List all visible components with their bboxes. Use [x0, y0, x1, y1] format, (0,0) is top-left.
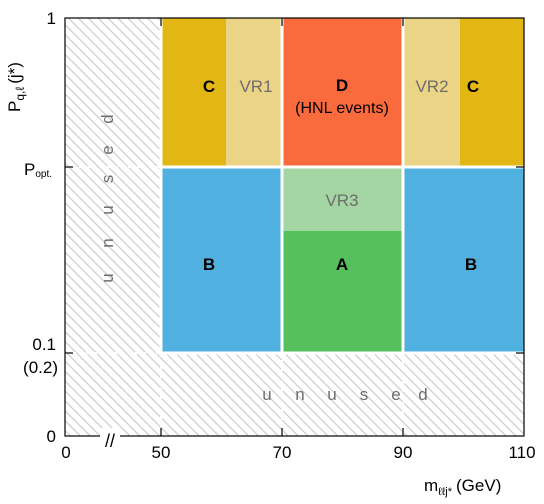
y-tick-labels: 0 (0.2) 0.1 Popt. 1 — [23, 9, 58, 446]
unused-left-letter: e — [98, 145, 117, 154]
x-tick-label: 90 — [394, 443, 413, 462]
label-b-right: B — [465, 255, 477, 274]
unused-left-area — [65, 18, 161, 436]
x-tick-label: 70 — [273, 443, 292, 462]
region-b-right — [403, 167, 524, 353]
region-c-right — [460, 18, 524, 167]
unused-bottom-letter: d — [418, 385, 427, 404]
unused-bottom-letter: u — [327, 385, 336, 404]
region-c-left — [161, 18, 226, 167]
y-axis-title: Pq,ℓ(j*) — [5, 62, 27, 112]
label-b-left: B — [203, 255, 215, 274]
label-vr3: VR3 — [325, 191, 358, 210]
unused-left-text: u n u s e d — [98, 114, 117, 282]
unused-bottom-letter: n — [295, 385, 304, 404]
unused-left-letter: u — [98, 273, 117, 282]
axis-ticks — [65, 18, 524, 436]
axis-break-marker: // — [100, 428, 120, 451]
unused-left-letter: u — [98, 205, 117, 214]
y-tick-label: (0.2) — [23, 358, 58, 377]
region-vr3 — [282, 167, 403, 231]
y-tick-label: 0.1 — [32, 335, 56, 354]
x-tick-label: 50 — [152, 443, 171, 462]
region-vr2 — [403, 18, 460, 167]
unused-left-letter: d — [98, 114, 117, 123]
y-tick-label: 1 — [47, 9, 56, 28]
unused-left-letter: n — [98, 238, 117, 247]
unused-bottom-text: u n u s e d — [262, 385, 427, 404]
dashed-gridlines — [65, 166, 404, 436]
x-tick-label: 0 — [61, 443, 70, 462]
region-vr1 — [226, 18, 282, 167]
unused-bottom-letter: s — [360, 385, 369, 404]
label-vr1: VR1 — [239, 77, 272, 96]
label-d: D — [336, 76, 348, 95]
region-b-left — [161, 167, 282, 353]
x-axis-title: mℓℓj* (GeV) — [424, 476, 501, 498]
x-tick-label: 110 — [508, 443, 535, 462]
unused-areas — [65, 18, 524, 436]
label-c-right: C — [467, 77, 479, 96]
label-vr2: VR2 — [415, 77, 448, 96]
region-boundaries — [159, 18, 524, 355]
label-a: A — [336, 255, 348, 274]
region-labels: C VR1 D (HNL events) VR2 C B VR3 A B — [203, 76, 479, 274]
region-d — [282, 18, 403, 167]
label-d-sub: (HNL events) — [295, 100, 389, 117]
y-tick-label-popt: Popt. — [24, 160, 52, 180]
x-tick-labels: 0 50 70 90 110 — [61, 443, 535, 462]
axis-break-text: // — [105, 431, 115, 451]
unused-bottom-letter: e — [391, 385, 400, 404]
y-tick-label: 0 — [47, 427, 56, 446]
region-a — [282, 231, 403, 353]
label-c-left: C — [203, 77, 215, 96]
regions — [161, 18, 524, 353]
unused-bottom-area — [161, 353, 524, 436]
plot-frame — [64, 17, 525, 437]
unused-bottom-letter: u — [262, 385, 271, 404]
unused-left-letter: s — [98, 175, 117, 184]
